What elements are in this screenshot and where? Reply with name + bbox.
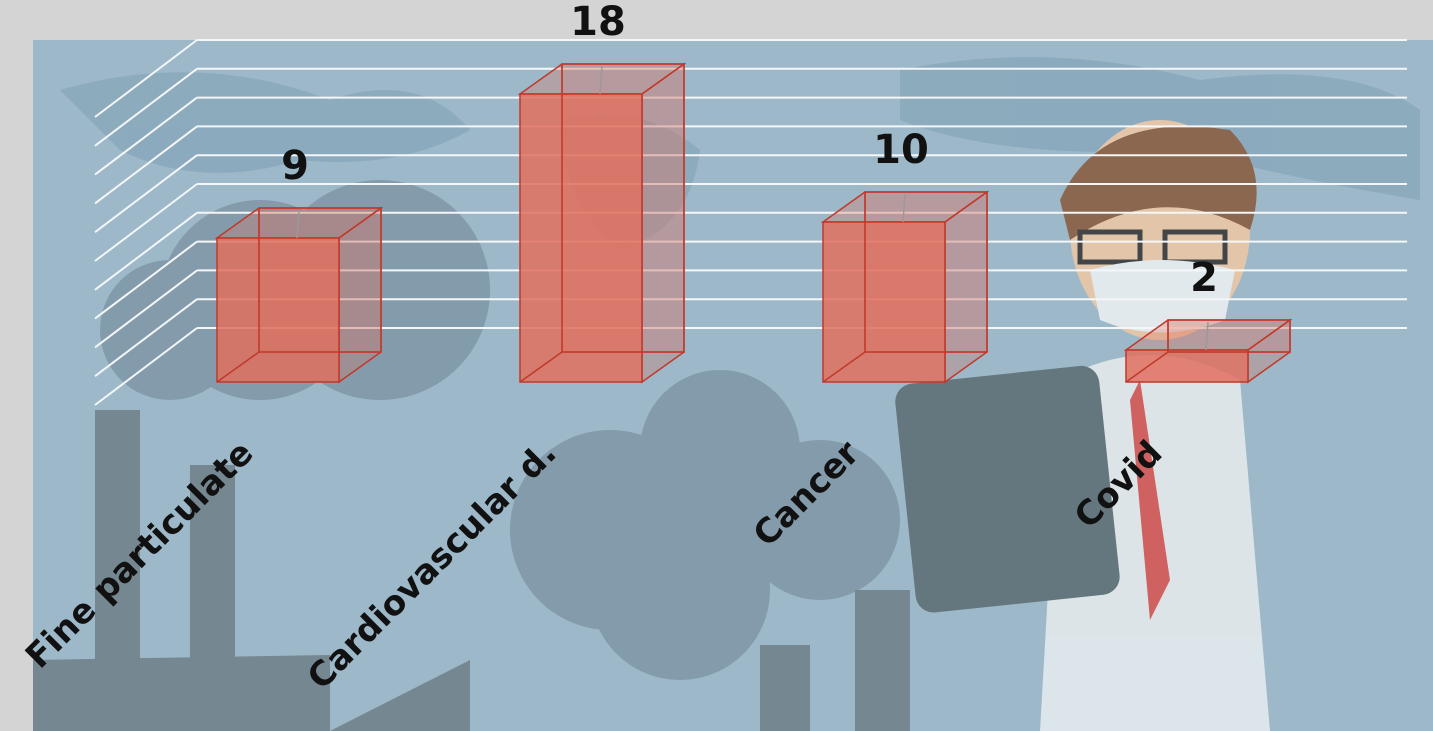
value-label: 2 bbox=[1190, 255, 1218, 301]
grid-line bbox=[94, 183, 1407, 262]
leader-line bbox=[599, 65, 603, 95]
leader-line bbox=[1205, 321, 1209, 351]
grid-line bbox=[94, 39, 1407, 118]
grid-line-side bbox=[94, 154, 198, 233]
grid-line bbox=[94, 269, 1407, 349]
grid bbox=[94, 39, 1407, 406]
bar-front bbox=[822, 221, 946, 383]
bar-front bbox=[1125, 349, 1249, 383]
bar-floor bbox=[519, 351, 684, 383]
grid-line-side bbox=[94, 96, 198, 176]
bar-side bbox=[641, 62, 685, 384]
bar-floor bbox=[1125, 351, 1290, 383]
bar-front bbox=[519, 93, 643, 383]
grid-line bbox=[94, 96, 1407, 176]
grid-line-side bbox=[94, 125, 198, 205]
grid-line-side bbox=[94, 298, 198, 377]
grid-line bbox=[94, 298, 1407, 377]
grid-line-side bbox=[94, 212, 198, 291]
bar bbox=[517, 62, 687, 384]
leader-line bbox=[296, 209, 300, 239]
grid-line bbox=[94, 327, 1407, 406]
bar-floor bbox=[216, 351, 381, 383]
grid-line bbox=[94, 154, 1407, 233]
grid-line-side bbox=[94, 327, 198, 406]
bar bbox=[214, 206, 384, 384]
grid-line bbox=[94, 240, 1407, 320]
bar bbox=[820, 190, 990, 384]
bar-front bbox=[216, 237, 340, 383]
grid-line bbox=[94, 125, 1407, 205]
grid-line-side bbox=[94, 269, 198, 349]
value-label: 10 bbox=[873, 127, 929, 173]
grid-line-side bbox=[94, 39, 198, 118]
grid-line-side bbox=[94, 68, 198, 147]
grid-line bbox=[94, 211, 1407, 291]
bar-side bbox=[944, 190, 988, 384]
grid-line-side bbox=[94, 240, 198, 320]
leader-line bbox=[902, 193, 906, 223]
bar-floor bbox=[822, 351, 987, 383]
value-label: 18 bbox=[570, 0, 626, 45]
grid-line-side bbox=[94, 183, 198, 262]
bar bbox=[1123, 318, 1293, 384]
value-label: 9 bbox=[281, 143, 309, 189]
grid-line bbox=[94, 67, 1407, 147]
